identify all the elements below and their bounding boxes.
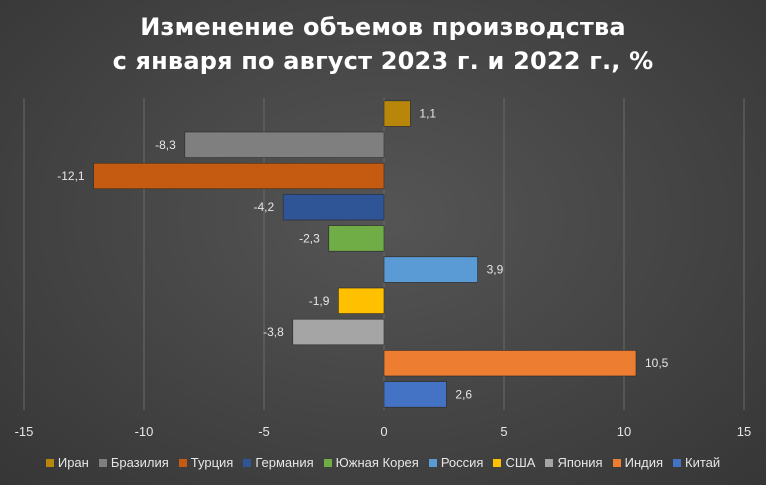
legend-item-2: Турция — [178, 455, 234, 470]
data-label-9: 2,6 — [455, 387, 472, 401]
legend-item-1: Бразилия — [98, 455, 169, 470]
x-axis-ticks: -15 -10 -5 0 5 10 15 — [15, 424, 752, 439]
bar-8 — [383, 350, 637, 377]
x-tick-label-4: 5 — [500, 424, 507, 439]
legend-item-7: Япония — [545, 455, 603, 470]
legend-label-0: Иран — [57, 455, 89, 470]
bar-5 — [383, 256, 478, 283]
legend-label-3: Германия — [255, 455, 314, 470]
chart-title: Изменение объемов производства с января … — [0, 10, 766, 78]
bar-3 — [282, 194, 385, 221]
legend-label-1: Бразилия — [110, 455, 169, 470]
legend-swatch-2 — [178, 458, 187, 467]
bar-1 — [184, 131, 385, 158]
legend-swatch-5 — [428, 458, 437, 467]
legend-label-7: Япония — [557, 455, 603, 470]
chart-title-line-2: с января по август 2023 г. и 2022 г., % — [112, 47, 654, 75]
data-label-0: 1,1 — [419, 107, 436, 121]
legend-item-0: Иран — [45, 455, 89, 470]
bar-7 — [292, 318, 385, 346]
legend-swatch-8 — [612, 458, 621, 467]
legend-item-5: Россия — [428, 455, 484, 470]
data-label-7: -3,8 — [263, 325, 284, 339]
x-tick-label-2: -5 — [258, 424, 270, 439]
legend-swatch-1 — [98, 458, 107, 467]
legend-label-8: Индия — [624, 455, 664, 470]
bar-2 — [93, 162, 385, 190]
legend-swatch-6 — [493, 458, 502, 467]
legend-item-9: Китай — [673, 455, 720, 470]
bars-group — [93, 100, 637, 408]
legend-label-5: Россия — [440, 455, 484, 470]
legend-label-2: Турция — [190, 455, 234, 470]
legend-item-8: Индия — [612, 455, 664, 470]
legend-item-3: Германия — [243, 455, 314, 470]
data-label-3: -4,2 — [254, 200, 275, 214]
legend-item-6: США — [493, 455, 535, 470]
bar-0 — [383, 100, 411, 127]
x-tick-label-5: 10 — [617, 424, 631, 439]
x-tick-label-1: -10 — [135, 424, 154, 439]
data-labels-group: 1,1 -8,3 -12,1 -4,2 -2,3 3,9 -1,9 -3,8 10,5 2,6 — [57, 107, 668, 402]
x-tick-label-0: -15 — [15, 424, 34, 439]
legend: Иран Бразилия Турция Германия Южная Корея Рос… — [0, 455, 766, 470]
bar-4 — [328, 225, 385, 252]
data-label-1: -8,3 — [155, 138, 176, 152]
data-label-4: -2,3 — [299, 231, 320, 245]
x-tick-label-6: 15 — [737, 424, 751, 439]
bar-9 — [383, 381, 447, 408]
legend-swatch-9 — [673, 458, 682, 467]
chart-title-line-1: Изменение объемов производства — [140, 13, 626, 41]
data-label-2: -12,1 — [57, 169, 85, 183]
legend-label-4: Южная Корея — [335, 455, 419, 470]
data-label-8: 10,5 — [645, 356, 669, 370]
bar-6 — [338, 287, 385, 314]
legend-label-6: США — [505, 455, 536, 470]
data-label-6: -1,9 — [309, 294, 330, 308]
data-label-5: 3,9 — [487, 263, 504, 277]
legend-swatch-4 — [323, 458, 332, 467]
legend-swatch-7 — [545, 458, 554, 467]
legend-swatch-3 — [243, 458, 252, 467]
x-tick-label-3: 0 — [380, 424, 387, 439]
legend-swatch-0 — [45, 458, 54, 467]
legend-label-9: Китай — [685, 455, 721, 470]
legend-item-4: Южная Корея — [323, 455, 419, 470]
